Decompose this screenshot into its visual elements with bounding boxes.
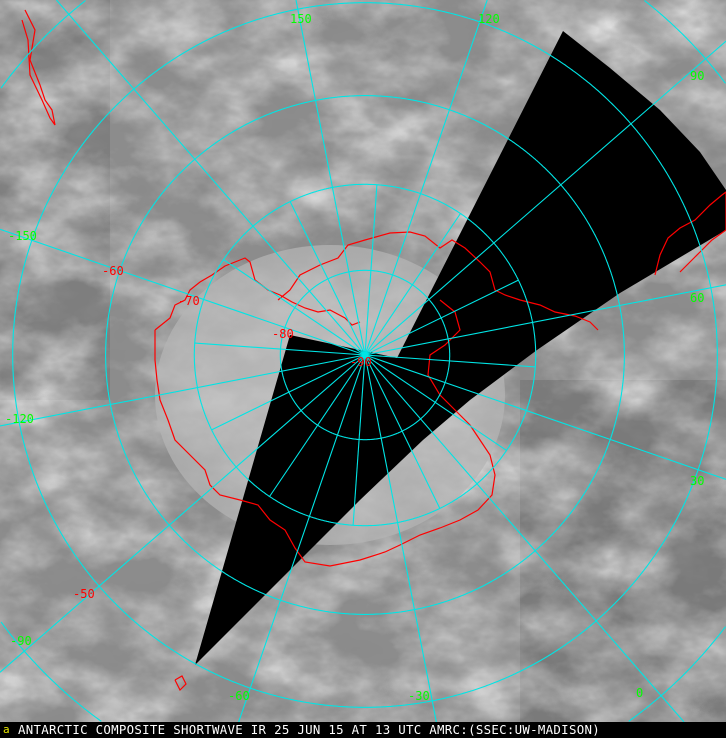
latitude-circle <box>644 0 726 84</box>
meridian-line <box>55 0 366 356</box>
longitude-label: 90 <box>690 69 704 83</box>
longitude-label: -90 <box>10 634 32 648</box>
latitude-circle <box>279 269 451 441</box>
meridian-line <box>364 354 536 368</box>
latitude-circle <box>0 0 86 89</box>
graticule-labels: 150 120 90 60 30 0 -30 -60 -90 -120 -150 -50 -60 -70 -… <box>5 12 704 703</box>
meridian-line <box>295 0 366 356</box>
meridian-line <box>364 284 726 356</box>
coastlines <box>21 9 726 692</box>
no-data-swath <box>195 31 726 665</box>
longitude-label: -150 <box>8 229 37 243</box>
longitude-label: -120 <box>5 412 34 426</box>
graticule <box>0 0 726 722</box>
longitude-label: 0 <box>636 686 643 700</box>
meridian-line <box>364 0 488 356</box>
longitude-label: -60 <box>228 689 250 703</box>
latitude-label: -60 <box>102 264 124 278</box>
meridian-line <box>364 279 519 356</box>
coastline-new-zealand <box>21 9 56 126</box>
ssec-logo-icon: a <box>3 723 10 736</box>
latitude-circle <box>0 621 102 722</box>
meridian-line <box>364 354 726 480</box>
meridian-line <box>269 354 366 497</box>
longitude-label: 60 <box>690 291 704 305</box>
latitude-circle <box>193 183 537 527</box>
meridian-line <box>0 354 366 427</box>
coastline-east-antarctica <box>154 299 496 567</box>
longitude-label: 30 <box>690 474 704 488</box>
meridian-line <box>238 354 366 722</box>
latitude-label: -90 <box>350 355 372 369</box>
meridian-line <box>364 354 437 722</box>
coastline-ross-sea <box>277 231 599 331</box>
latitude-circle <box>628 626 726 722</box>
latitude-label: -80 <box>272 327 294 341</box>
meridian-line <box>211 354 366 431</box>
longitude-label: 150 <box>290 12 312 26</box>
meridian-line <box>223 259 366 356</box>
longitude-label: 120 <box>478 12 500 26</box>
meridian-line <box>0 354 366 673</box>
longitude-label: -30 <box>408 689 430 703</box>
meridian-line <box>352 354 366 526</box>
meridian-line <box>364 213 461 356</box>
meridian-line <box>364 184 378 356</box>
meridian-line <box>364 40 726 356</box>
satellite-map: 150 120 90 60 30 0 -30 -60 -90 -120 -150 -50 -60 -70 -… <box>0 0 726 722</box>
latitude-circle <box>105 95 625 615</box>
latitude-label: -50 <box>73 587 95 601</box>
image-caption: ANTARCTIC COMPOSITE SHORTWAVE IR 25 JUN … <box>18 722 600 737</box>
coastline-south-america <box>654 191 726 276</box>
latitude-circle <box>12 2 718 708</box>
coastline-island <box>174 675 187 692</box>
meridian-line <box>364 354 441 509</box>
caption-bar: a ANTARCTIC COMPOSITE SHORTWAVE IR 25 JU… <box>0 722 726 738</box>
meridian-line <box>194 342 366 356</box>
meridian-line <box>364 354 685 722</box>
meridian-line <box>289 201 366 356</box>
latitude-label: -70 <box>178 294 200 308</box>
meridian-line <box>364 354 507 451</box>
meridian-line <box>0 228 366 356</box>
